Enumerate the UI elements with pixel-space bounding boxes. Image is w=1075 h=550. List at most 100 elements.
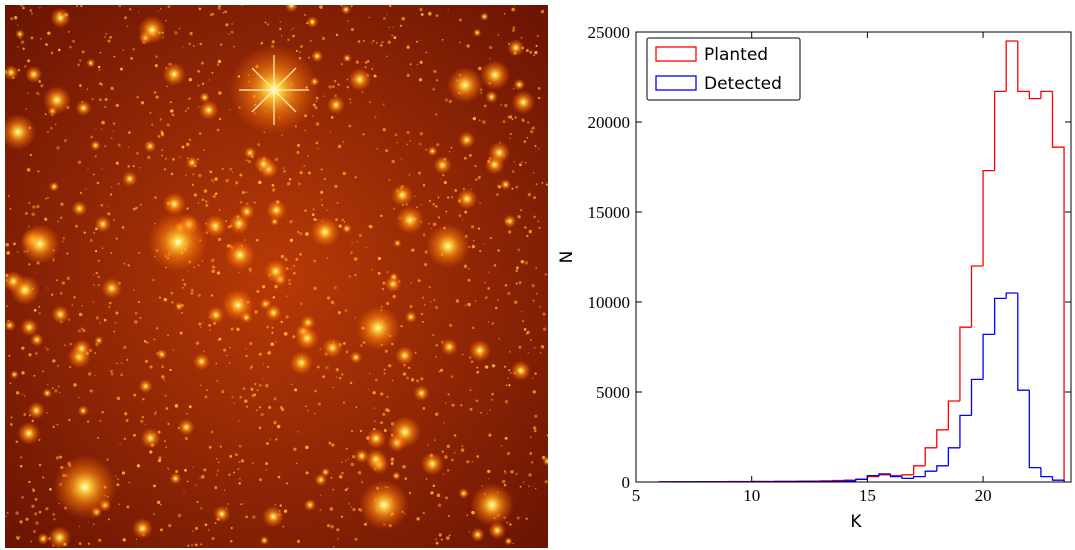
histogram-step	[948, 401, 960, 430]
star	[487, 413, 488, 414]
bright-star	[239, 204, 255, 220]
star	[241, 4, 243, 6]
star	[488, 434, 491, 437]
star	[331, 444, 334, 447]
star	[395, 133, 398, 136]
star	[11, 417, 13, 419]
bright-star	[186, 156, 199, 169]
star	[321, 199, 322, 200]
star	[447, 196, 449, 198]
star	[521, 260, 524, 263]
star	[534, 51, 537, 54]
star	[316, 142, 319, 145]
star	[404, 477, 407, 480]
bright-star	[53, 455, 117, 519]
star	[116, 162, 119, 165]
star	[354, 317, 356, 319]
star	[442, 450, 444, 452]
bright-star	[122, 171, 137, 186]
star	[498, 338, 499, 339]
star	[324, 178, 326, 180]
histogram-step	[972, 266, 984, 327]
star	[521, 118, 523, 120]
star	[440, 369, 443, 372]
star	[529, 51, 532, 54]
star	[252, 515, 255, 518]
star	[161, 132, 164, 135]
star	[330, 131, 331, 132]
star	[121, 362, 123, 364]
star	[433, 223, 437, 227]
star	[442, 39, 444, 41]
star	[489, 58, 490, 59]
star	[299, 232, 303, 236]
star	[62, 281, 65, 284]
star	[540, 352, 542, 354]
star	[523, 481, 525, 483]
star	[203, 351, 205, 353]
star	[293, 448, 296, 451]
star	[323, 95, 324, 96]
star	[133, 394, 136, 397]
star	[90, 239, 93, 242]
star	[297, 144, 300, 147]
star	[76, 6, 77, 7]
star	[59, 392, 60, 393]
star	[96, 272, 98, 274]
star	[383, 17, 386, 20]
star	[239, 396, 242, 399]
star	[504, 484, 506, 486]
star	[97, 182, 100, 185]
bright-star	[413, 385, 429, 401]
star	[382, 128, 386, 132]
star	[161, 375, 165, 379]
star	[220, 43, 223, 46]
star	[462, 219, 463, 220]
star	[179, 28, 181, 30]
y-axis-label: N	[557, 251, 577, 264]
star	[93, 173, 95, 175]
bright-star	[90, 140, 101, 151]
star	[229, 347, 231, 349]
star	[423, 184, 425, 186]
star	[226, 355, 228, 357]
star	[87, 169, 88, 170]
star	[56, 456, 59, 459]
star	[307, 410, 309, 412]
star	[327, 210, 328, 211]
star	[435, 538, 437, 540]
bright-star	[543, 457, 552, 466]
star	[330, 507, 333, 510]
legend-label: Planted	[704, 45, 768, 65]
bright-star	[260, 536, 269, 545]
star	[31, 505, 34, 508]
star	[424, 304, 426, 306]
bright-star	[254, 155, 272, 173]
star	[445, 402, 447, 404]
star	[484, 282, 485, 283]
star	[382, 413, 385, 416]
star	[318, 403, 321, 406]
star	[468, 279, 471, 282]
star	[246, 406, 248, 408]
star	[164, 298, 167, 301]
bright-star	[10, 370, 19, 379]
bright-star	[222, 289, 254, 321]
star	[445, 496, 448, 499]
star	[69, 366, 71, 368]
star	[429, 286, 431, 288]
bright-star	[426, 224, 470, 268]
star	[469, 408, 472, 411]
bright-star	[389, 416, 421, 448]
star	[393, 36, 396, 39]
star	[231, 23, 232, 24]
star	[212, 266, 215, 269]
bright-star	[138, 16, 166, 44]
star	[14, 16, 17, 19]
star	[523, 140, 526, 143]
star	[235, 453, 238, 456]
star	[524, 226, 526, 228]
bright-star	[17, 422, 40, 445]
bright-star	[10, 275, 40, 305]
star	[218, 6, 221, 9]
